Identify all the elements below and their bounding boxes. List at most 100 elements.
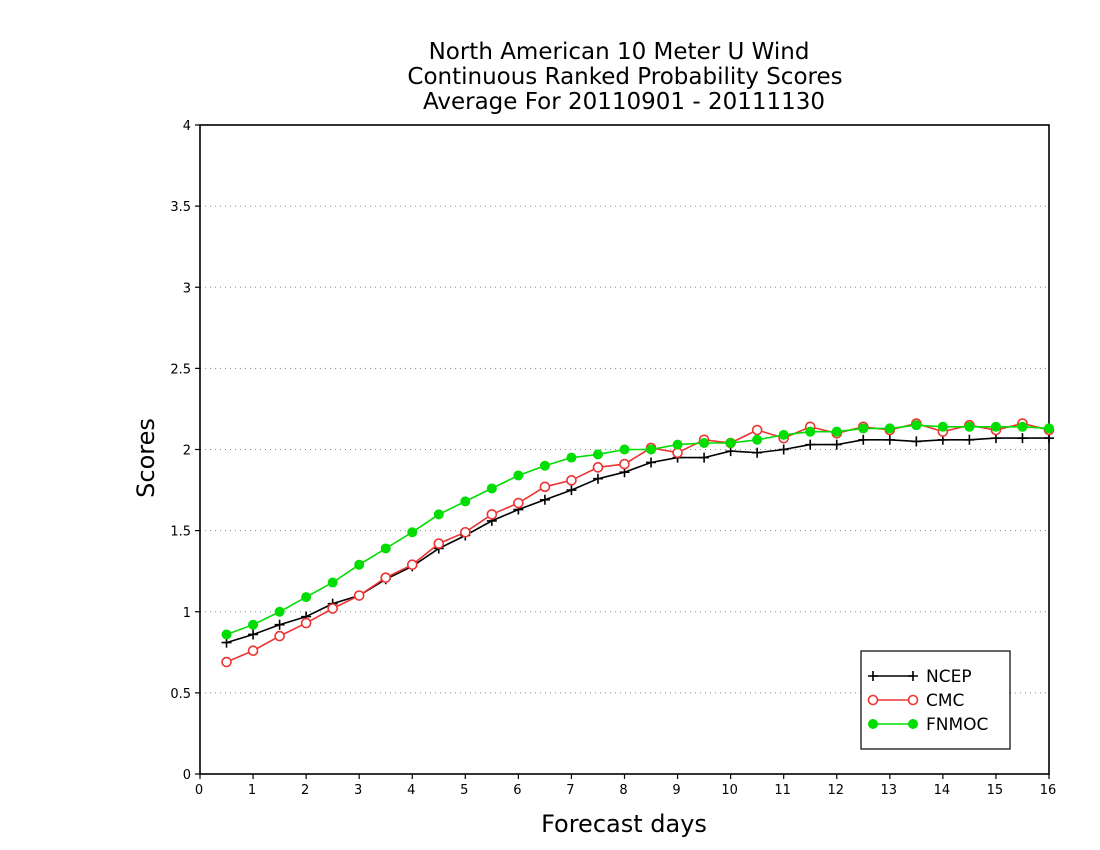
y-tick-label: 2	[183, 444, 191, 459]
fnmoc-point	[539, 460, 550, 471]
y-tick-label: 0.5	[170, 687, 191, 702]
y-tick-label: 1	[183, 606, 191, 621]
cmc-point	[406, 559, 418, 570]
x-tick-label: 6	[513, 783, 521, 798]
ncep-point	[592, 473, 603, 484]
x-tick-label: 4	[407, 783, 415, 798]
cmc-point	[460, 526, 471, 538]
x-tick-label: 3	[354, 783, 362, 798]
series-ncep	[221, 433, 1054, 648]
legend-item-ncep: NCEP	[868, 667, 972, 687]
x-tick-label: 13	[881, 783, 898, 798]
cmc-point	[433, 538, 445, 549]
cmc-point	[221, 656, 232, 668]
cmc-point	[592, 462, 604, 473]
legend-marker	[867, 694, 879, 706]
legend-marker	[908, 719, 918, 729]
cmc-point	[247, 645, 259, 656]
fnmoc-point	[990, 421, 1001, 432]
fnmoc-point	[301, 592, 312, 603]
y-tick-label: 0	[183, 768, 191, 783]
x-tick-label: 14	[934, 783, 951, 798]
fnmoc-point	[752, 434, 763, 445]
fnmoc-point	[1017, 421, 1028, 432]
legend-label-fnmoc: FNMOC	[926, 715, 988, 735]
chart-title: North American 10 Meter U Wind Continuou…	[407, 39, 842, 115]
fnmoc-point	[460, 496, 471, 507]
fnmoc-point	[592, 449, 603, 460]
cmc-point	[353, 590, 365, 601]
ncep-point	[539, 494, 550, 505]
legend-item-cmc: CMC	[867, 691, 964, 711]
y-tick-label: 1.5	[170, 525, 191, 540]
fnmoc-point	[274, 606, 285, 617]
fnmoc-point	[805, 426, 816, 437]
x-tick-label: 9	[672, 783, 680, 798]
series-lines	[221, 418, 1055, 668]
fnmoc-point	[513, 470, 524, 481]
ncep-point	[964, 434, 975, 445]
cmc-point	[539, 481, 551, 493]
fnmoc-point	[778, 429, 789, 440]
x-tick-label: 11	[774, 783, 791, 798]
fnmoc-point	[672, 439, 683, 450]
x-tick-label: 2	[301, 783, 309, 798]
ncep-point	[646, 457, 657, 468]
ncep-point	[566, 485, 577, 496]
cmc-point	[300, 617, 312, 629]
fnmoc-point	[858, 423, 869, 434]
y-tick-label: 2.5	[170, 362, 191, 377]
fnmoc-point	[646, 444, 657, 455]
ncep-point	[831, 439, 842, 450]
series-cmc	[221, 418, 1055, 668]
fnmoc-point	[407, 527, 418, 538]
ncep-point	[274, 619, 285, 630]
ncep-point	[248, 629, 259, 640]
fnmoc-point	[566, 452, 577, 463]
legend-marker	[907, 694, 919, 706]
ncep-point	[778, 444, 789, 455]
fnmoc-point	[699, 438, 710, 449]
legend-marker	[868, 671, 878, 681]
legend-label-cmc: CMC	[926, 691, 964, 711]
fnmoc-point	[911, 420, 922, 431]
fnmoc-point	[248, 619, 259, 630]
x-tick-label: 1	[248, 783, 256, 798]
x-tick-label: 12	[827, 783, 844, 798]
ncep-point	[752, 447, 763, 458]
ncep-point	[911, 436, 922, 447]
ncep-point	[699, 452, 710, 463]
x-tick-label: 0	[195, 783, 203, 798]
x-tick-label: 8	[619, 783, 627, 798]
fnmoc-point	[327, 577, 338, 588]
x-tick-label: 7	[566, 783, 574, 798]
ncep-point	[805, 439, 816, 450]
title-line-2: Continuous Ranked Probability Scores	[407, 64, 842, 90]
fnmoc-point	[433, 509, 444, 520]
x-tick-label: 15	[987, 783, 1004, 798]
cmc-point	[274, 630, 285, 642]
legend-marker	[908, 671, 918, 681]
y-tick-label: 3.5	[170, 200, 191, 215]
legend-label-ncep: NCEP	[926, 667, 972, 687]
y-tick-label: 4	[183, 119, 191, 134]
cmc-point	[486, 509, 498, 520]
x-tick-label: 10	[721, 783, 738, 798]
axes: 00.511.522.533.540 1 2 3 4 5 6 7 8 9 10 11 12 13 14 15 1…	[170, 119, 1056, 798]
cmc-point	[566, 475, 577, 486]
fnmoc-point	[486, 483, 497, 494]
fnmoc-point	[884, 423, 895, 434]
x-tick-label: 16	[1040, 783, 1057, 798]
ncep-point	[1017, 433, 1028, 444]
cmc-line	[226, 422, 1050, 663]
title-line-3: Average For 20110901 - 20111130	[423, 89, 825, 115]
title-line-1: North American 10 Meter U Wind	[429, 39, 810, 65]
cmc-point	[380, 572, 392, 583]
y-axis-title: Scores	[132, 418, 160, 498]
fnmoc-point	[964, 421, 975, 432]
cmc-point	[327, 603, 338, 614]
x-tick-label: 5	[460, 783, 468, 798]
ncep-point	[858, 434, 869, 445]
fnmoc-point	[1044, 423, 1054, 434]
